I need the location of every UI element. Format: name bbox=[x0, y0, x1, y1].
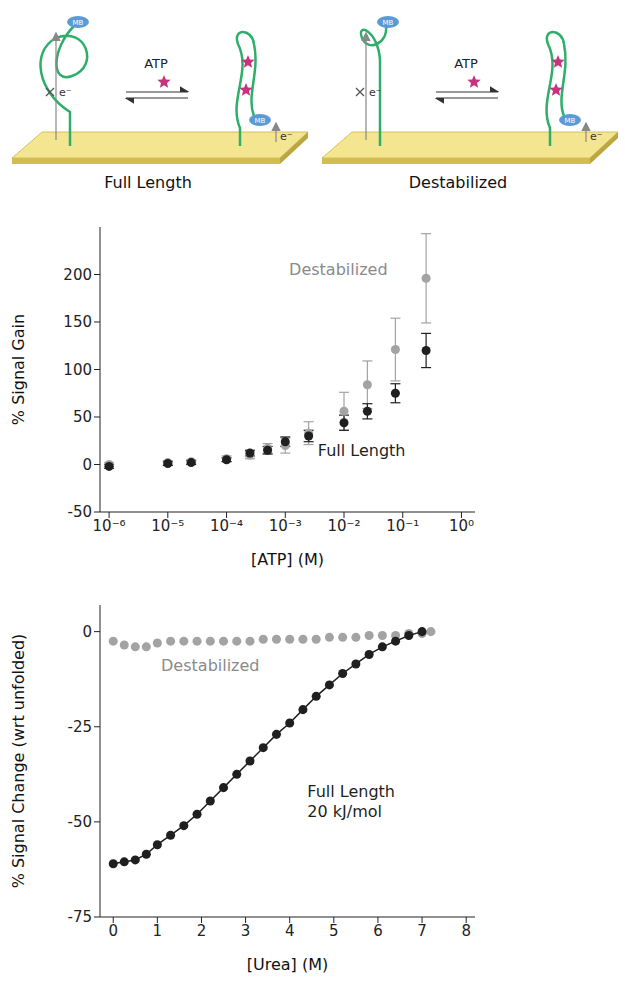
svg-text:Full Length: Full Length bbox=[318, 441, 406, 460]
svg-text:200: 200 bbox=[63, 266, 92, 284]
svg-text:3: 3 bbox=[241, 922, 251, 940]
svg-text:0: 0 bbox=[82, 623, 92, 641]
svg-text:50: 50 bbox=[73, 408, 92, 426]
svg-text:4: 4 bbox=[285, 922, 295, 940]
svg-text:7: 7 bbox=[417, 922, 427, 940]
svg-text:MB: MB bbox=[73, 19, 84, 27]
svg-text:Full Length: Full Length bbox=[307, 782, 395, 801]
svg-text:e⁻: e⁻ bbox=[590, 130, 603, 143]
svg-text:10⁻³: 10⁻³ bbox=[269, 517, 302, 535]
svg-text:2: 2 bbox=[197, 922, 207, 940]
svg-text:8: 8 bbox=[461, 922, 471, 940]
svg-text:Destabilized: Destabilized bbox=[289, 260, 387, 279]
svg-text:10⁻⁴: 10⁻⁴ bbox=[210, 517, 243, 535]
svg-text:10⁻⁶: 10⁻⁶ bbox=[93, 517, 126, 535]
svg-text:e⁻: e⁻ bbox=[59, 86, 72, 99]
svg-text:e⁻: e⁻ bbox=[369, 86, 382, 99]
svg-text:150: 150 bbox=[63, 313, 92, 331]
svg-text:0: 0 bbox=[82, 456, 92, 474]
svg-text:100: 100 bbox=[63, 361, 92, 379]
svg-text:1: 1 bbox=[153, 922, 163, 940]
svg-text:% Signal Change (wrt unfolded): % Signal Change (wrt unfolded) bbox=[9, 634, 28, 889]
svg-text:10⁻¹: 10⁻¹ bbox=[386, 517, 419, 535]
svg-text:-25: -25 bbox=[68, 718, 93, 736]
svg-text:MB: MB bbox=[383, 19, 394, 27]
svg-text:ATP: ATP bbox=[454, 56, 478, 71]
svg-text:6: 6 bbox=[373, 922, 383, 940]
svg-text:-50: -50 bbox=[68, 813, 93, 831]
svg-text:Full Length: Full Length bbox=[104, 173, 192, 192]
svg-text:[Urea] (M): [Urea] (M) bbox=[247, 955, 328, 974]
svg-text:e⁻: e⁻ bbox=[280, 130, 293, 143]
svg-text:10⁻⁵: 10⁻⁵ bbox=[151, 517, 184, 535]
svg-text:MB: MB bbox=[255, 117, 266, 125]
svg-text:Destabilized: Destabilized bbox=[409, 173, 507, 192]
svg-text:ATP: ATP bbox=[144, 56, 168, 71]
svg-text:0: 0 bbox=[108, 922, 118, 940]
svg-text:[ATP] (M): [ATP] (M) bbox=[251, 550, 324, 569]
svg-text:% Signal Gain: % Signal Gain bbox=[9, 314, 28, 425]
svg-text:-50: -50 bbox=[68, 503, 93, 521]
svg-text:10⁰: 10⁰ bbox=[449, 517, 474, 535]
svg-text:20 kJ/mol: 20 kJ/mol bbox=[307, 802, 382, 821]
svg-text:Destabilized: Destabilized bbox=[161, 656, 259, 675]
svg-text:MB: MB bbox=[565, 117, 576, 125]
svg-text:-75: -75 bbox=[68, 908, 93, 926]
svg-text:5: 5 bbox=[329, 922, 339, 940]
svg-text:10⁻²: 10⁻² bbox=[327, 517, 360, 535]
